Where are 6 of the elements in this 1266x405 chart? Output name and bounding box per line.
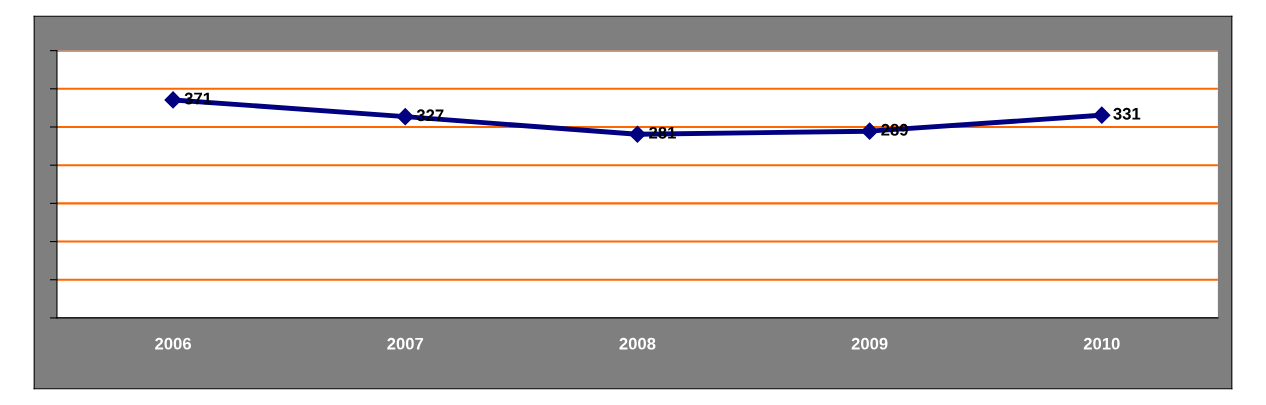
x-tick-label: 2008	[619, 337, 656, 350]
x-tick-label: 2009	[851, 337, 888, 350]
x-tick-label: 2006	[155, 337, 191, 350]
data-label: 331	[1113, 107, 1141, 120]
x-tick-label: 2010	[1083, 337, 1120, 350]
x-tick-label: 2007	[387, 337, 424, 350]
